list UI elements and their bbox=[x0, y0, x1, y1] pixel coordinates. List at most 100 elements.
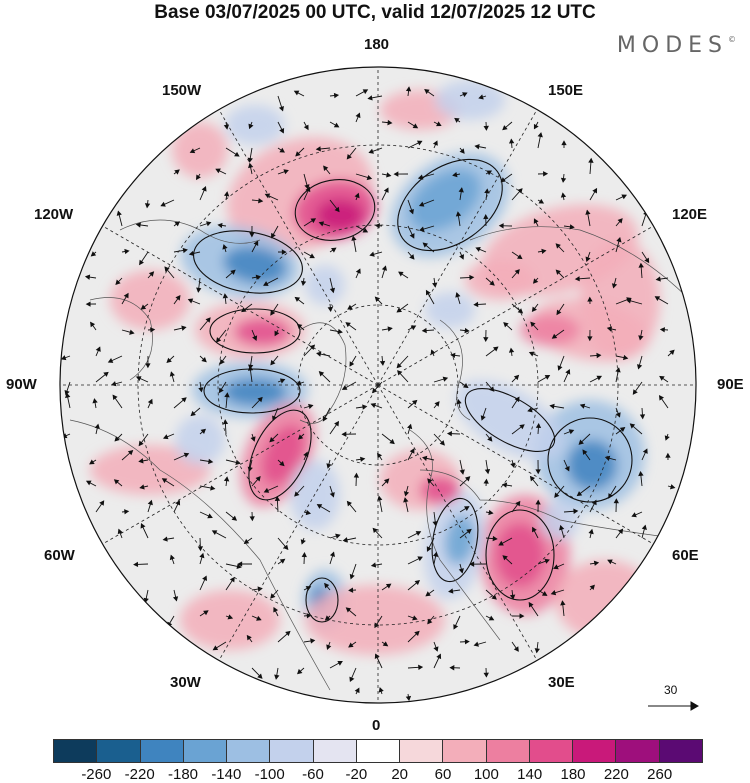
wind-vector-head bbox=[381, 265, 387, 271]
wind-vector-head bbox=[665, 452, 671, 458]
wind-vector-head bbox=[629, 423, 636, 429]
wind-vector-head bbox=[396, 362, 402, 369]
wind-vector-head bbox=[327, 306, 334, 313]
wind-vector-head bbox=[258, 198, 264, 204]
wind-vector-head bbox=[462, 92, 468, 98]
wind-vector-head bbox=[370, 402, 377, 408]
wind-vector-head bbox=[513, 646, 519, 652]
wind-vector-head bbox=[492, 346, 499, 352]
wind-vector-head bbox=[448, 588, 454, 594]
wind-vector-head bbox=[410, 325, 417, 331]
wind-vector-head bbox=[148, 271, 155, 277]
wind-vector-head bbox=[560, 177, 567, 183]
wind-vector-head bbox=[430, 349, 436, 355]
wind-vector-head bbox=[296, 323, 303, 329]
colorbar-swatch bbox=[54, 740, 98, 762]
wind-vector-head bbox=[283, 169, 289, 175]
wind-vector-head bbox=[189, 148, 196, 154]
wind-vector-head bbox=[561, 140, 567, 146]
wind-vector-head bbox=[188, 250, 195, 257]
wind-vector-head bbox=[669, 349, 675, 355]
wind-vector-head bbox=[181, 397, 187, 403]
wind-vector-head bbox=[427, 478, 433, 484]
map-border bbox=[59, 66, 697, 704]
wind-vector-head bbox=[190, 410, 196, 417]
wind-vector-head bbox=[318, 371, 325, 377]
wind-vector-layer bbox=[60, 86, 676, 702]
wind-vector-head bbox=[222, 293, 229, 299]
wind-vector-head bbox=[355, 268, 361, 274]
wind-vector-head bbox=[198, 387, 204, 393]
wind-vector-head bbox=[386, 172, 392, 178]
lon-label-90w: 90W bbox=[6, 376, 37, 393]
wind-vector-head bbox=[557, 365, 563, 371]
wind-vector-head bbox=[664, 435, 670, 441]
wind-vector-head bbox=[573, 508, 579, 515]
coastline bbox=[439, 319, 471, 421]
wind-vector-head bbox=[355, 112, 361, 119]
colorbar-tick-label: 100 bbox=[473, 766, 499, 783]
wind-vector-head bbox=[393, 171, 399, 177]
colorbar-swatch bbox=[659, 740, 702, 762]
colorbar-swatch bbox=[183, 740, 228, 762]
wind-vector-head bbox=[484, 468, 491, 475]
wind-vector-head bbox=[257, 673, 263, 679]
wind-vector-head bbox=[502, 555, 508, 561]
wind-vector-head bbox=[458, 568, 464, 574]
wind-vector-head bbox=[346, 153, 352, 160]
wind-vector-head bbox=[114, 436, 120, 442]
wind-vector-head bbox=[163, 434, 169, 440]
colorbar-swatch bbox=[529, 740, 574, 762]
wind-vector-head bbox=[285, 630, 291, 637]
contour-layer bbox=[193, 158, 633, 623]
wind-vector-head bbox=[140, 523, 146, 529]
wind-vector-head bbox=[475, 246, 481, 252]
wind-vector-head bbox=[90, 251, 97, 257]
wind-vector-head bbox=[329, 551, 335, 557]
wind-vector-head bbox=[487, 436, 493, 442]
wind-vector-head bbox=[529, 475, 536, 482]
anomaly-blob bbox=[409, 169, 481, 231]
meridian-line bbox=[377, 109, 538, 386]
contour-line bbox=[248, 409, 312, 501]
colorbar-tick-label: 20 bbox=[391, 766, 408, 783]
reference-vector bbox=[648, 701, 700, 711]
wind-vector-head bbox=[464, 506, 470, 511]
wind-vector-head bbox=[337, 328, 343, 335]
wind-vector-head bbox=[462, 383, 469, 389]
wind-vector-head bbox=[508, 138, 515, 144]
wind-vector-head bbox=[638, 470, 644, 477]
wind-vector-head bbox=[483, 125, 489, 131]
wind-vector-head bbox=[473, 301, 479, 308]
wind-vector-head bbox=[425, 289, 431, 296]
wind-vector-head bbox=[442, 376, 449, 382]
wind-vector-head bbox=[227, 614, 234, 620]
wind-vector-head bbox=[90, 321, 96, 328]
wind-vector-head bbox=[347, 304, 353, 310]
wind-vector-head bbox=[65, 392, 71, 399]
wind-vector-head bbox=[370, 562, 377, 568]
wind-vector-head bbox=[162, 536, 168, 542]
wind-vector-head bbox=[593, 560, 600, 566]
wind-vector-head bbox=[234, 151, 240, 157]
wind-vector-head bbox=[464, 327, 470, 334]
wind-vector-head bbox=[454, 117, 460, 123]
wind-vector-head bbox=[492, 535, 498, 542]
wind-vector-head bbox=[341, 431, 347, 437]
anomaly-blob bbox=[225, 105, 285, 145]
wind-vector-head bbox=[147, 499, 153, 506]
wind-vector-head bbox=[212, 645, 219, 651]
wind-vector-head bbox=[555, 243, 561, 249]
wind-vector-head bbox=[205, 317, 211, 323]
colorbar-swatch bbox=[486, 740, 530, 762]
wind-vector-head bbox=[297, 434, 304, 440]
lon-label-150e: 150E bbox=[548, 82, 584, 99]
coastline bbox=[409, 429, 501, 641]
wind-vector-head bbox=[432, 140, 438, 146]
wind-vector-head bbox=[488, 509, 494, 516]
anomaly-blob bbox=[316, 199, 364, 231]
anomaly-blob bbox=[555, 560, 655, 640]
wind-vector-head bbox=[273, 606, 279, 613]
anomaly-blob bbox=[175, 415, 225, 465]
wind-vector-head bbox=[135, 222, 141, 228]
